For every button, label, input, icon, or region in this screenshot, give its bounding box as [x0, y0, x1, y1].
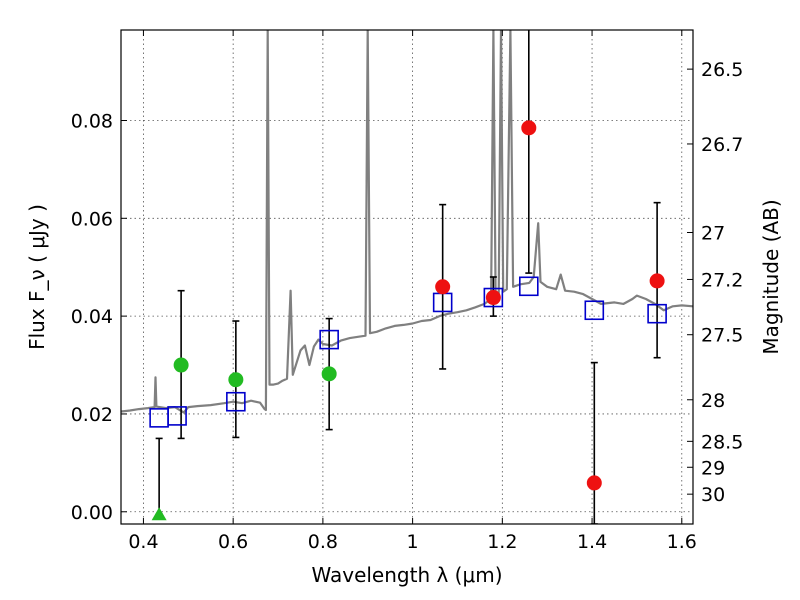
x-tick-label: 0.8	[308, 531, 338, 553]
data-point-circle	[649, 273, 665, 289]
magnitude-tick-label: 29	[701, 457, 725, 479]
data-point-circle	[173, 357, 189, 373]
y-tick-label: 0.00	[71, 502, 113, 524]
magnitude-tick-label: 28.5	[701, 431, 743, 453]
data-point-circle	[228, 372, 244, 388]
model-square-marker	[647, 303, 667, 324]
data-point-circle	[321, 366, 337, 382]
spectrum-line	[121, 30, 693, 414]
model-square-marker	[226, 391, 246, 412]
model-square-marker	[319, 329, 339, 350]
x-axis-label: Wavelength λ (μm)	[311, 563, 502, 587]
data-point-circle	[521, 120, 537, 136]
error-bars	[155, 30, 661, 524]
magnitude-tick-label: 27	[701, 222, 725, 244]
magnitude-tick-label: 30	[701, 484, 725, 506]
plot-frame	[120, 29, 694, 525]
axis-ticks: 0.4 0.6 0.8 1 1.2 1.4 1.6 0.00 0.02 0.04 0.06 0.08 2…	[71, 30, 743, 553]
magnitude-tick-label: 26.5	[701, 59, 743, 81]
data-point-circle	[586, 475, 602, 491]
x-tick-label: 0.6	[218, 531, 248, 553]
y-tick-label: 0.06	[71, 208, 113, 230]
y-right-axis-label: Magnitude (AB)	[759, 199, 783, 354]
x-tick-label: 1	[407, 531, 419, 553]
spectrum-layer	[121, 30, 693, 414]
model-square-marker	[483, 287, 504, 308]
y-axis-label: Flux F_ν ( μJy )	[25, 204, 49, 350]
model-square-marker	[149, 408, 169, 428]
data-point-circle	[435, 279, 451, 295]
data-markers	[149, 120, 667, 521]
grid-lines	[121, 30, 693, 524]
magnitude-tick-label: 28	[701, 390, 725, 412]
magnitude-tick-label: 27.2	[701, 269, 743, 291]
model-square-marker	[167, 406, 187, 426]
magnitude-tick-label: 27.5	[701, 325, 743, 347]
upper-limit-triangle	[151, 507, 167, 521]
x-tick-label: 1.6	[667, 531, 697, 553]
x-tick-label: 1.4	[577, 531, 607, 553]
data-point-circle	[485, 290, 501, 306]
y-tick-label: 0.08	[71, 110, 113, 132]
y-tick-label: 0.02	[71, 404, 113, 426]
y-tick-label: 0.04	[71, 306, 113, 328]
magnitude-tick-label: 26.7	[701, 134, 743, 156]
x-tick-label: 0.4	[128, 531, 158, 553]
x-tick-label: 1.2	[487, 531, 517, 553]
model-square-marker	[519, 276, 539, 297]
model-square-marker	[584, 300, 605, 321]
